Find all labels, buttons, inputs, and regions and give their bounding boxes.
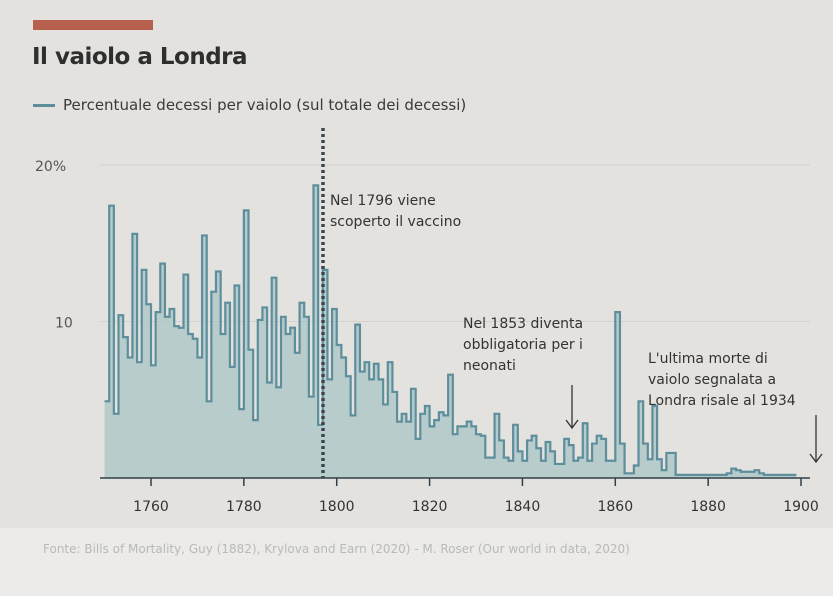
- annotation-line: Nel 1853 diventa: [463, 316, 584, 332]
- annotation-line: scoperto il vaccino: [330, 214, 462, 230]
- x-tick-label: 1840: [505, 499, 541, 515]
- x-tick-label: 1860: [597, 499, 633, 515]
- y-tick-label: 10: [55, 316, 73, 332]
- annotation-vaccine: Nel 1796 viene scoperto il vaccino: [330, 191, 461, 233]
- series-line: [104, 184, 797, 476]
- legend-swatch: [33, 103, 55, 107]
- chart-title: Il vaiolo a Londra: [32, 44, 248, 70]
- x-tick-label: 1780: [226, 499, 262, 515]
- x-tick-label: 1800: [319, 499, 355, 515]
- x-tick-label: 1820: [412, 499, 448, 515]
- arrow-down-icon: [809, 453, 823, 464]
- annotation-line: vaiolo segnalata a: [648, 372, 777, 388]
- source-footer: Fonte: Bills of Mortality, Guy (1882), K…: [43, 542, 630, 556]
- x-tick-label: 1760: [133, 499, 169, 515]
- accent-bar: [33, 20, 153, 30]
- arrow-down-icon: [565, 419, 579, 430]
- annotation-line: obbligatoria per i: [463, 337, 583, 353]
- paper-bottom-edge: [0, 528, 833, 596]
- legend: Percentuale decessi per vaiolo (sul tota…: [33, 96, 466, 114]
- x-tick-label: 1900: [783, 499, 819, 515]
- annotation-line: neonati: [463, 358, 516, 374]
- annotation-line: Nel 1796 viene: [330, 193, 436, 209]
- legend-label: Percentuale decessi per vaiolo (sul tota…: [63, 96, 467, 114]
- annotation-line: Londra risale al 1934: [648, 393, 796, 409]
- annotation-line: L'ultima morte di: [648, 351, 768, 367]
- y-tick-label: 20%: [35, 159, 66, 175]
- x-tick-label: 1880: [690, 499, 726, 515]
- annotation-mandatory: Nel 1853 diventa obbligatoria per i neon…: [463, 314, 583, 377]
- series-area: [104, 185, 797, 478]
- annotation-last-death: L'ultima morte di vaiolo segnalata a Lon…: [648, 349, 796, 412]
